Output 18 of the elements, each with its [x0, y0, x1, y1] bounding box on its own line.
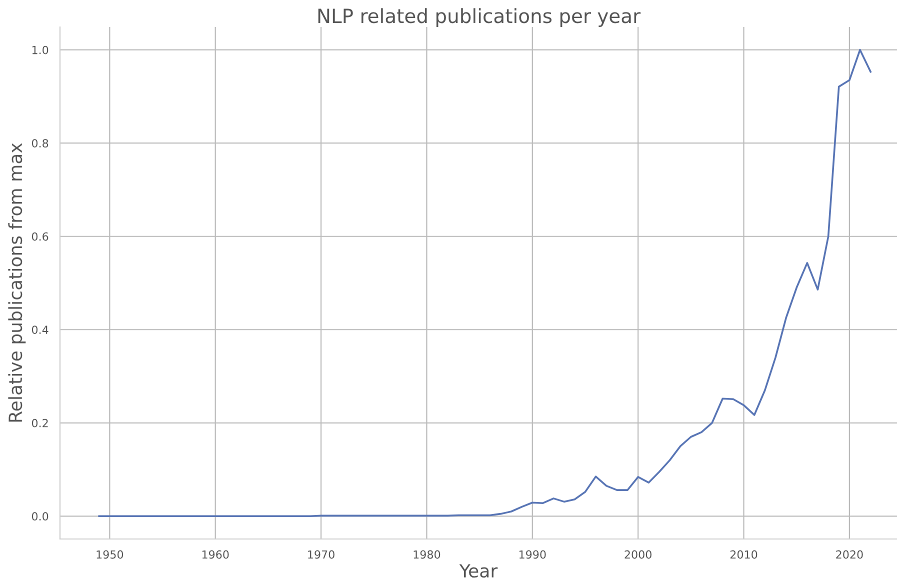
y-tick-label: 0.6 — [32, 232, 48, 241]
y-tick-label: 0.8 — [32, 139, 48, 148]
x-tick-label: 1990 — [519, 550, 546, 559]
x-tick-label: 1950 — [96, 550, 124, 559]
x-tick-label: 2020 — [836, 550, 863, 559]
line-series — [98, 48, 872, 518]
y-tick-label: 1.0 — [32, 46, 48, 54]
x-tick-label: 1960 — [202, 550, 229, 559]
x-tick-label: 2010 — [730, 550, 758, 559]
x-tick-label: 1980 — [414, 550, 440, 559]
chart-title: NLP related publications per year — [318, 8, 641, 27]
x-tick-label: 1970 — [308, 550, 334, 559]
y-axis-title: Relative publications from max — [8, 143, 26, 422]
y-tick-label: 0.2 — [32, 418, 48, 428]
y-tick-label: 0.0 — [32, 512, 48, 521]
y-tick-label: 0.4 — [32, 326, 48, 334]
x-tick-label: 2000 — [624, 550, 652, 559]
x-axis-title: Year — [459, 564, 498, 578]
